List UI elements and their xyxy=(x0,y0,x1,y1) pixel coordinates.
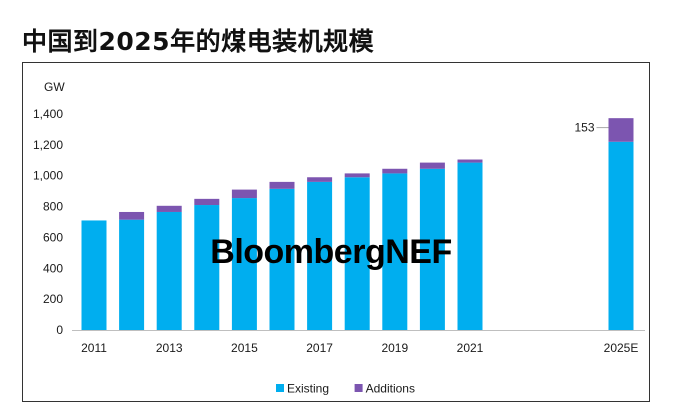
bar-segment-additions xyxy=(382,168,408,174)
y-tick-label: 0 xyxy=(56,323,63,337)
bar-segment-existing xyxy=(269,188,295,330)
x-tick-label: 2025E xyxy=(604,341,639,355)
bar-segment-existing xyxy=(81,220,107,330)
bar-segment-additions xyxy=(119,211,145,220)
legend-label-additions: Additions xyxy=(366,382,415,396)
bar-segment-additions xyxy=(457,159,483,163)
bar-segment-existing xyxy=(344,177,370,330)
x-tick-label: 2015 xyxy=(231,341,258,355)
bar-segment-existing xyxy=(119,219,145,330)
x-tick-label: 2019 xyxy=(381,341,408,355)
y-tick-label: 1,200 xyxy=(33,138,63,152)
bar-segment-additions xyxy=(231,189,257,199)
bar-segment-existing xyxy=(419,168,445,330)
bar-segment-existing xyxy=(307,181,333,330)
chart-frame xyxy=(22,62,650,402)
x-tick-label: 2021 xyxy=(457,341,484,355)
legend-swatch-additions xyxy=(354,384,363,392)
y-tick-label: 400 xyxy=(43,261,63,275)
y-tick-label: 600 xyxy=(43,230,63,244)
bar-segment-additions xyxy=(194,198,220,206)
x-tick-label: 2011 xyxy=(81,341,107,355)
bar-segment-additions xyxy=(307,177,333,182)
bar-segment-existing xyxy=(608,141,634,330)
y-tick-label: 1,400 xyxy=(33,107,63,121)
bar-segment-existing xyxy=(457,162,483,330)
x-tick-label: 2017 xyxy=(306,341,333,355)
watermark-text: BloombergNEF xyxy=(210,233,451,271)
annotation-label: 153 xyxy=(574,121,594,135)
x-tick-label: 2013 xyxy=(156,341,183,355)
bar-segment-existing xyxy=(156,211,182,330)
y-axis-unit-label: GW xyxy=(44,80,65,94)
bar-segment-existing xyxy=(231,198,257,330)
bar-segment-additions xyxy=(269,181,295,189)
y-tick-label: 800 xyxy=(43,200,63,214)
legend-swatch-existing xyxy=(276,384,284,392)
bar-segment-existing xyxy=(382,173,408,330)
bar-segment-additions xyxy=(156,205,182,212)
bar-segment-additions xyxy=(344,173,370,178)
bar-segment-additions xyxy=(608,118,634,142)
y-tick-label: 1,000 xyxy=(33,169,63,183)
chart-title: 中国到2025年的煤电装机规模 xyxy=(22,27,375,56)
bar-segment-existing xyxy=(194,205,220,330)
y-tick-label: 200 xyxy=(43,292,63,306)
legend-label-existing: Existing xyxy=(287,382,329,396)
bar-segment-additions xyxy=(419,162,445,169)
